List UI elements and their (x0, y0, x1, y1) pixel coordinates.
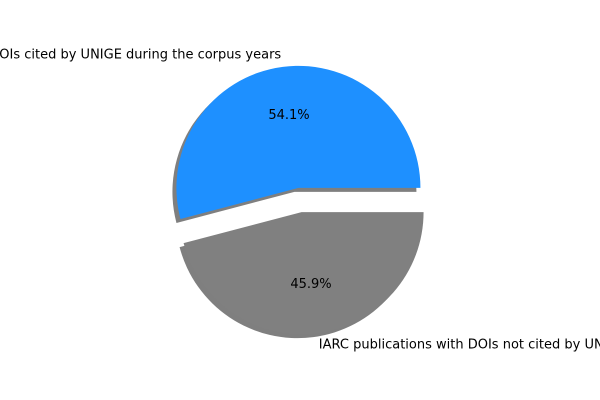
slice-label-2: IARC publications with DOIs not cited by… (319, 338, 600, 353)
slice-percent-label-1: 54.1% (268, 108, 309, 123)
slice-label-1: IARC publications with DOIs cited by UNI… (0, 47, 281, 62)
pie-labels: 54.1% IARC publications with DOIs cited b… (0, 47, 600, 352)
pie-slice-1 (176, 65, 421, 219)
pie-slices (176, 65, 424, 335)
slice-percent-label-2: 45.9% (290, 277, 331, 292)
pie-slice-2 (183, 212, 424, 335)
